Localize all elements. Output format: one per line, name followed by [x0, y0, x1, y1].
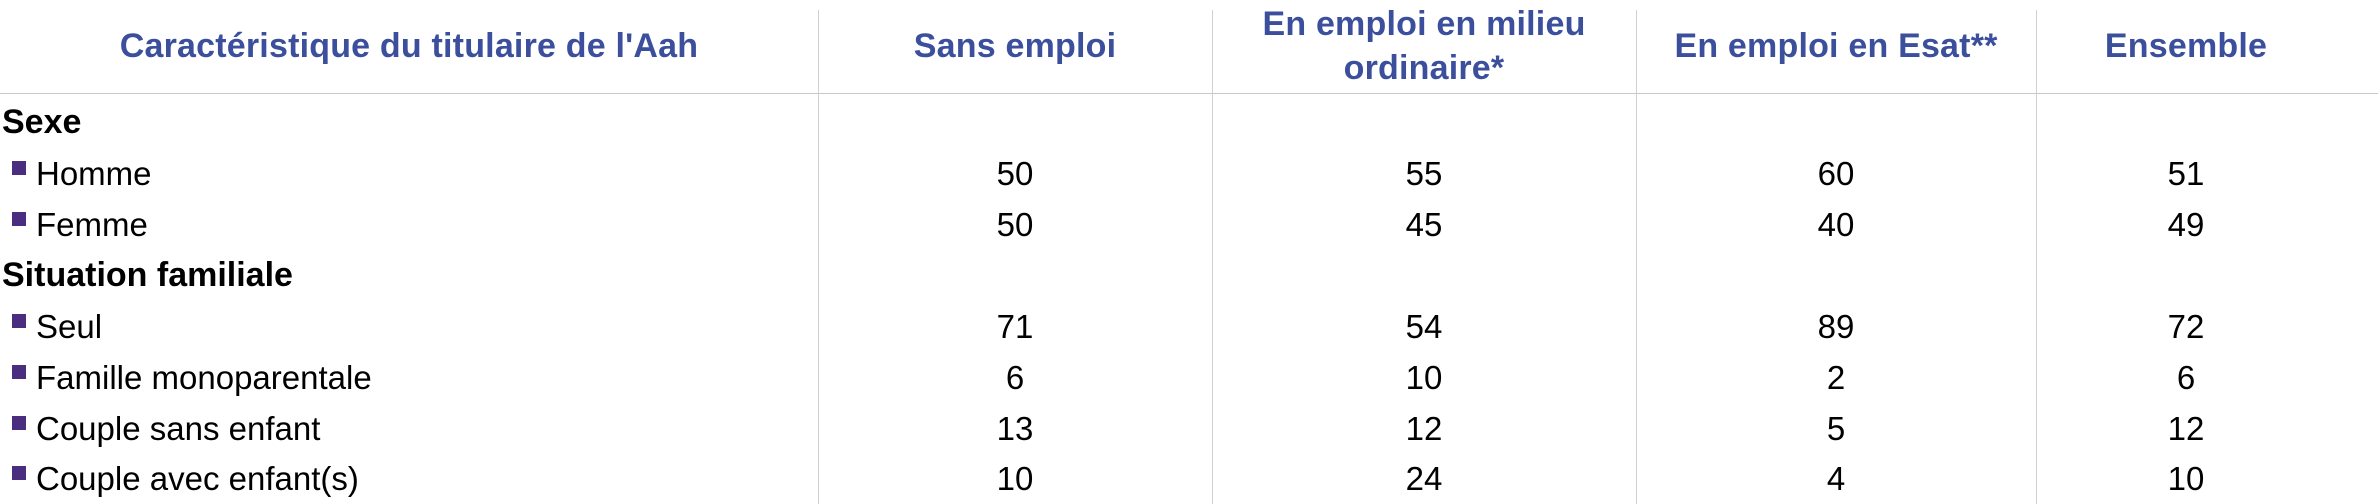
header-divider — [0, 93, 2378, 94]
cell-value: 60 — [1817, 155, 1855, 192]
cell-value: 24 — [1405, 460, 1443, 497]
cell-value: 40 — [1817, 206, 1855, 243]
table-row: Couple avec enfant(s) 10 24 4 10 — [0, 453, 2378, 504]
square-bullet-icon — [12, 364, 26, 379]
cell-value: 12 — [1405, 410, 1443, 447]
column-divider — [2036, 10, 2037, 504]
cell-value: 10 — [996, 460, 1034, 497]
row-label: Homme — [12, 148, 152, 199]
cell-value: 10 — [2167, 460, 2205, 497]
header-ensemble: Ensemble — [2104, 27, 2268, 65]
cell-value: 71 — [996, 308, 1034, 345]
table-row: Femme 50 45 40 49 — [0, 199, 2378, 250]
column-divider — [1212, 10, 1213, 504]
section-label-situation-familiale: Situation familiale — [2, 256, 293, 294]
table-row: Seul 71 54 89 72 — [0, 301, 2378, 352]
header-emploi-milieu-ordinaire: En emploi en milieu ordinaire* — [1262, 5, 1586, 87]
cell-value: 55 — [1405, 155, 1443, 192]
cell-value: 2 — [1826, 359, 1846, 396]
section-label-sexe: Sexe — [2, 103, 82, 141]
cell-value: 54 — [1405, 308, 1443, 345]
cell-value: 50 — [996, 206, 1034, 243]
square-bullet-icon — [12, 313, 26, 328]
row-label: Couple avec enfant(s) — [12, 453, 359, 504]
cell-value: 45 — [1405, 206, 1443, 243]
square-bullet-icon — [12, 465, 26, 480]
cell-value: 72 — [2167, 308, 2205, 345]
row-label: Femme — [12, 199, 148, 250]
section-row: Situation familiale — [0, 250, 2378, 301]
square-bullet-icon — [12, 415, 26, 430]
cell-value: 49 — [2167, 206, 2205, 243]
row-label: Seul — [12, 301, 102, 352]
cell-value: 10 — [1405, 359, 1443, 396]
column-divider — [1636, 10, 1637, 504]
cell-value: 6 — [2176, 359, 2196, 396]
table-row: Homme 50 55 60 51 — [0, 148, 2378, 199]
cell-value: 13 — [996, 410, 1034, 447]
table-row: Couple sans enfant 13 12 5 12 — [0, 403, 2378, 454]
square-bullet-icon — [12, 160, 26, 175]
cell-value: 89 — [1817, 308, 1855, 345]
row-label: Couple sans enfant — [12, 403, 320, 454]
cell-value: 12 — [2167, 410, 2205, 447]
column-divider — [818, 10, 819, 504]
cell-value: 50 — [996, 155, 1034, 192]
table-row: Famille monoparentale 6 10 2 6 — [0, 352, 2378, 403]
header-sans-emploi: Sans emploi — [913, 27, 1117, 65]
header-emploi-esat: En emploi en Esat** — [1674, 27, 1998, 65]
cell-value: 4 — [1826, 460, 1846, 497]
cell-value: 6 — [1005, 359, 1025, 396]
header-characteristic: Caractéristique du titulaire de l'Aah — [119, 27, 699, 65]
row-label: Famille monoparentale — [12, 352, 372, 403]
section-row: Sexe — [0, 97, 2378, 148]
cell-value: 5 — [1826, 410, 1846, 447]
cell-value: 51 — [2167, 155, 2205, 192]
square-bullet-icon — [12, 211, 26, 226]
